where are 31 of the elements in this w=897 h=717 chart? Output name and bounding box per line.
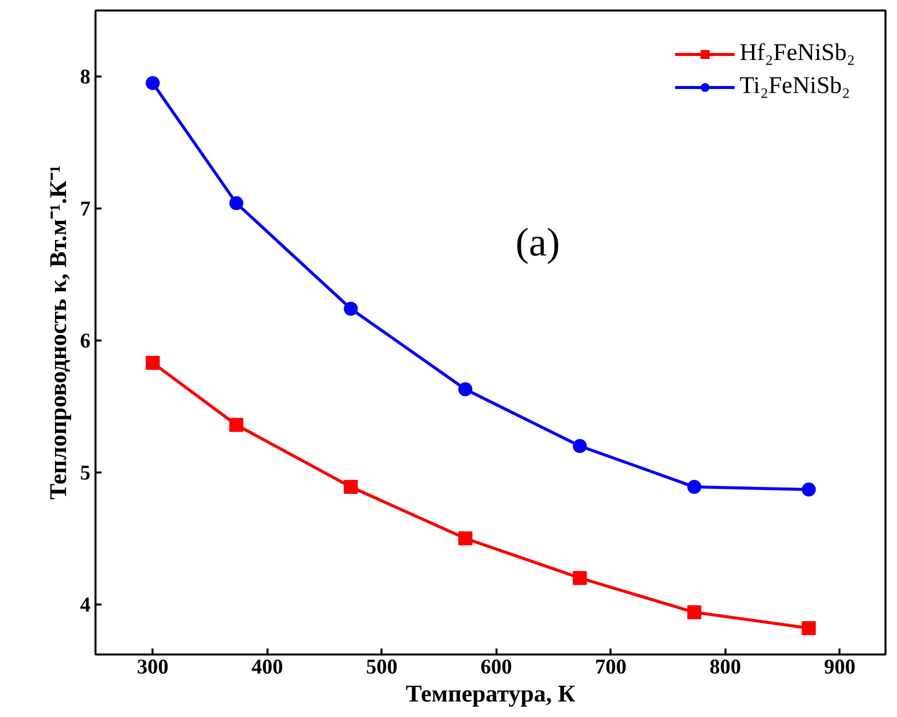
point xyxy=(458,382,472,396)
y-tick-label: 7 xyxy=(80,196,90,220)
point xyxy=(572,570,587,585)
point xyxy=(802,482,816,497)
y-tick-label: 5 xyxy=(80,460,90,484)
y-axis-title: Теплопроводность κ, Вт.м⁻¹.К⁻¹ xyxy=(46,165,72,500)
x-tick-label: 500 xyxy=(366,654,398,678)
annotation: (a) xyxy=(516,220,560,264)
point xyxy=(344,480,358,494)
point xyxy=(572,439,587,453)
x-tick-label: 800 xyxy=(709,654,741,678)
legend-label: Ti₂FeNiSb₂ xyxy=(740,73,850,100)
point xyxy=(802,621,816,636)
x-tick-label: 300 xyxy=(136,654,168,678)
x-axis-title: Температура, К xyxy=(406,682,576,708)
legend-label: Hf₂FeNiSb₂ xyxy=(740,40,855,67)
point xyxy=(229,418,244,432)
y-tick-label: 6 xyxy=(80,328,90,352)
x-tick-label: 600 xyxy=(480,654,512,678)
y-tick-label: 4 xyxy=(80,592,91,616)
point xyxy=(687,605,702,620)
point xyxy=(344,302,358,316)
point xyxy=(229,196,244,210)
point xyxy=(146,356,160,370)
x-tick-label: 900 xyxy=(824,654,856,678)
x-tick-label: 400 xyxy=(251,654,283,678)
point xyxy=(146,76,160,90)
x-tick-label: 700 xyxy=(594,654,626,678)
point xyxy=(687,480,702,494)
point xyxy=(458,531,472,546)
y-tick-label: 8 xyxy=(80,64,90,88)
